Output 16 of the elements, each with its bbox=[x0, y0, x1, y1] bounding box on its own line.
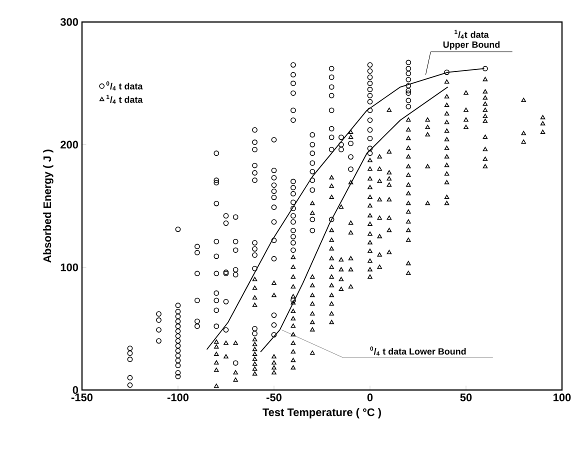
legend-label: $^{0}$/$_{4}$ t data bbox=[106, 81, 143, 90]
y-tick-label: 200 bbox=[60, 140, 78, 149]
x-tick-label: 100 bbox=[554, 394, 571, 402]
y-tick-label: 0 bbox=[72, 386, 78, 394]
annotation: $^{1}$/$_{4}$t data Upper Bound bbox=[443, 30, 500, 50]
annotation: $^{0}$/$_{4}$ t data Lower Bound bbox=[370, 346, 466, 356]
x-tick-label: -50 bbox=[266, 394, 282, 402]
x-tick-label: -150 bbox=[71, 394, 93, 402]
y-axis-title: Absorbed Energy ( J ) bbox=[43, 150, 54, 263]
x-axis-title: Test Temperature ( °C ) bbox=[262, 408, 381, 418]
y-tick-label: 300 bbox=[60, 18, 78, 26]
x-tick-label: -100 bbox=[167, 394, 189, 402]
legend-label: $^{1}$/$_{4}$ t data bbox=[106, 94, 143, 104]
x-tick-label: 0 bbox=[367, 394, 373, 402]
x-tick-label: 50 bbox=[460, 394, 472, 402]
y-tick-label: 100 bbox=[60, 263, 78, 272]
